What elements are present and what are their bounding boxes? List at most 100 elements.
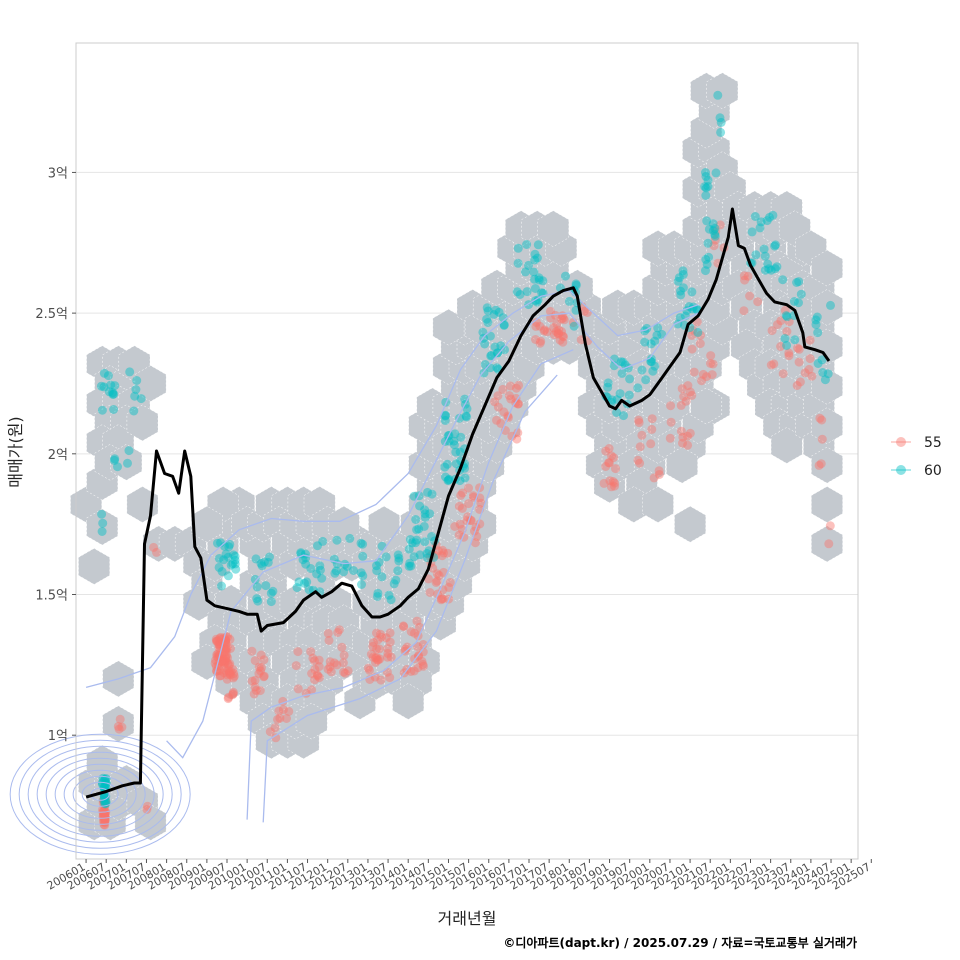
- point-series-55: [100, 814, 110, 824]
- point-series-55: [450, 522, 460, 531]
- point-series-55: [710, 235, 720, 245]
- point-series-60: [716, 127, 726, 137]
- point-series-55: [413, 663, 423, 673]
- point-series-55: [773, 320, 782, 330]
- contour-line: [166, 312, 699, 759]
- point-series-60: [524, 260, 533, 270]
- point-series-60: [113, 462, 122, 472]
- point-series-60: [534, 275, 544, 285]
- point-series-60: [97, 527, 107, 536]
- kde-contour-ring: [72, 775, 128, 813]
- point-series-55: [229, 671, 239, 681]
- point-series-60: [710, 231, 720, 241]
- point-series-55: [372, 653, 382, 662]
- point-series-55: [225, 667, 235, 677]
- point-series-60: [513, 258, 523, 268]
- point-series-60: [301, 559, 311, 569]
- point-series-60: [419, 521, 429, 531]
- point-series-60: [652, 330, 662, 340]
- point-series-60: [625, 374, 635, 384]
- point-series-60: [710, 223, 720, 233]
- point-series-60: [616, 357, 626, 367]
- point-series-60: [642, 323, 652, 333]
- point-series-60: [794, 298, 803, 308]
- hex-bin: [537, 210, 570, 247]
- point-series-55: [635, 442, 645, 452]
- panel-border: [75, 42, 859, 860]
- point-series-55: [558, 311, 567, 321]
- hex-bins: [70, 72, 843, 841]
- point-series-55: [610, 478, 619, 488]
- point-series-55: [665, 433, 675, 443]
- point-series-60: [318, 536, 328, 546]
- point-series-60: [420, 537, 430, 547]
- point-series-55: [611, 464, 620, 474]
- point-series-60: [702, 216, 712, 226]
- point-series-60: [619, 411, 628, 421]
- point-series-60: [770, 241, 780, 251]
- point-series-55: [666, 401, 676, 411]
- point-series-55: [493, 391, 503, 401]
- point-series-60: [811, 320, 821, 330]
- point-series-55: [228, 690, 238, 700]
- point-series-55: [254, 662, 264, 672]
- point-series-55: [681, 396, 691, 406]
- point-series-60: [441, 410, 450, 420]
- point-series-55: [217, 657, 227, 667]
- point-series-55: [438, 594, 448, 604]
- point-series-60: [106, 380, 116, 390]
- point-series-55: [425, 588, 435, 597]
- hex-bin: [811, 446, 843, 484]
- point-series-55: [454, 530, 464, 540]
- point-series-60: [781, 311, 791, 321]
- point-series-55: [100, 797, 110, 806]
- point-series-55: [646, 439, 656, 449]
- point-series-55: [291, 661, 301, 671]
- point-series-55: [457, 503, 467, 513]
- point-series-55: [553, 328, 563, 338]
- point-series-55: [325, 657, 335, 667]
- point-series-55: [794, 357, 804, 367]
- point-series-55: [211, 634, 221, 644]
- point-series-60: [129, 406, 139, 416]
- point-series-60: [423, 487, 432, 497]
- point-series-60: [331, 566, 341, 576]
- point-series-55: [514, 380, 524, 390]
- point-series-55: [333, 628, 343, 637]
- point-series-60: [108, 388, 118, 398]
- point-series-55: [221, 657, 231, 667]
- point-series-55: [215, 634, 225, 643]
- point-series-55: [259, 672, 269, 682]
- legend-label-55: 55: [924, 435, 942, 451]
- point-series-55: [607, 451, 616, 461]
- point-series-55: [687, 344, 697, 354]
- point-series-60: [529, 267, 539, 277]
- point-series-60: [693, 327, 703, 337]
- hex-bin: [811, 407, 843, 444]
- point-series-60: [456, 432, 466, 442]
- point-series-60: [701, 183, 711, 193]
- point-series-55: [604, 458, 614, 468]
- point-series-60: [750, 212, 760, 221]
- point-series-60: [425, 509, 435, 519]
- point-series-55: [406, 627, 416, 637]
- point-series-60: [265, 552, 274, 562]
- point-series-55: [506, 381, 515, 391]
- point-series-60: [618, 357, 628, 367]
- point-series-60: [414, 524, 424, 534]
- point-series-55: [678, 438, 687, 448]
- point-series-55: [688, 325, 698, 335]
- point-series-60: [461, 411, 471, 421]
- point-series-60: [252, 594, 262, 604]
- point-series-55: [278, 705, 288, 715]
- point-series-55: [490, 397, 500, 407]
- point-series-60: [700, 182, 710, 192]
- point-series-55: [579, 306, 589, 316]
- point-series-60: [530, 274, 539, 284]
- point-series-55: [382, 652, 392, 662]
- point-series-60: [358, 571, 368, 581]
- point-series-60: [404, 561, 414, 571]
- point-series-55: [275, 713, 285, 723]
- point-series-60: [522, 240, 532, 249]
- point-series-60: [676, 286, 685, 296]
